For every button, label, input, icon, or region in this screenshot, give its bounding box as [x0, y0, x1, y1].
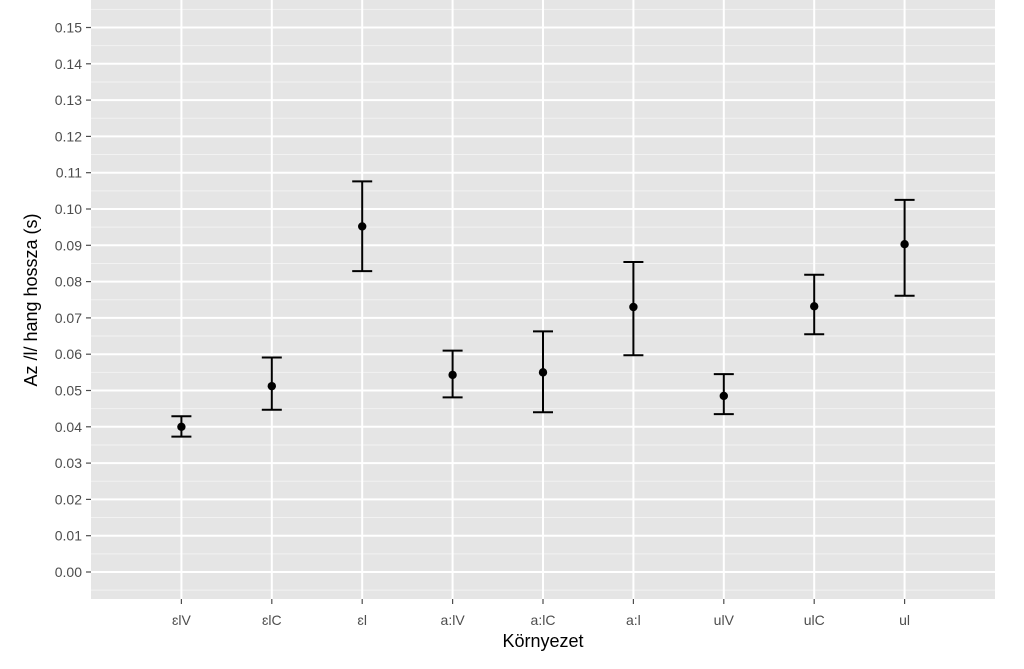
x-tick-label: a:lC [531, 612, 556, 628]
y-tick-label: 0.08 [55, 274, 82, 290]
data-point-2 [358, 222, 367, 231]
y-tick-label: 0.11 [56, 165, 82, 181]
y-tick-label: 0.13 [55, 92, 82, 108]
data-point-5 [629, 302, 638, 312]
y-tick-label: 0.12 [55, 128, 82, 144]
x-tick-label: ul [899, 612, 910, 628]
x-tick-label: ulC [804, 612, 825, 628]
y-tick-label: 0.00 [55, 564, 82, 580]
data-point-6 [719, 391, 728, 401]
y-tick-label: 0.10 [55, 201, 82, 217]
data-marks [171, 180, 915, 438]
x-tick-label: ɛl [357, 612, 367, 628]
data-point-8 [900, 240, 909, 249]
y-axis-ticks: 0.00 0.01 0.02 0.03 0.04 0.05 0.06 0.07 0.08 0.09… [55, 20, 91, 580]
x-axis-title: Környezet [502, 631, 583, 651]
data-point-0 [177, 422, 186, 431]
x-tick-label: ɛlV [172, 612, 192, 628]
y-tick-label: 0.05 [55, 383, 82, 399]
y-tick-label: 0.09 [55, 237, 82, 253]
data-point-3 [448, 370, 457, 380]
y-tick-label: 0.04 [55, 419, 82, 435]
y-tick-label: 0.02 [55, 491, 82, 507]
x-tick-label: a:lV [441, 612, 466, 628]
x-tick-label: ɛlC [262, 612, 282, 628]
x-axis-ticks: ɛlV ɛlC ɛl a:lV a:lC a:l ulV ulC ul [172, 599, 910, 628]
y-axis-title: Az /l/ hang hossza (s) [21, 213, 41, 386]
data-point-7 [810, 302, 819, 311]
major-gridlines [91, 0, 995, 599]
data-point-4 [538, 368, 548, 377]
y-tick-label: 0.03 [55, 455, 82, 471]
data-point-1 [267, 381, 276, 391]
x-tick-label: a:l [626, 612, 641, 628]
y-tick-label: 0.15 [55, 20, 82, 36]
y-tick-label: 0.07 [55, 310, 82, 326]
y-tick-label: 0.06 [55, 346, 82, 362]
x-tick-label: ulV [714, 612, 735, 628]
y-tick-label: 0.14 [55, 56, 82, 72]
y-tick-label: 0.01 [55, 528, 82, 544]
